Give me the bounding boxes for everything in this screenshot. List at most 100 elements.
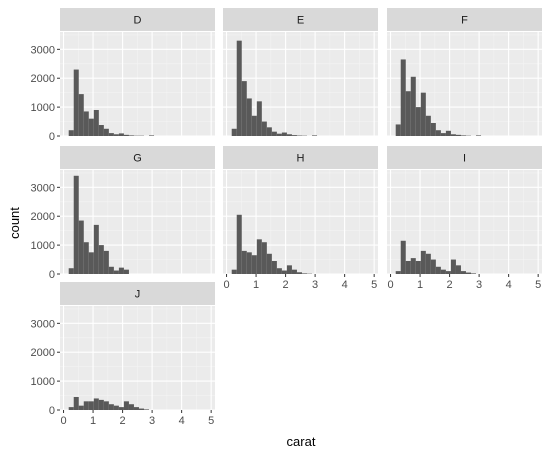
facet-panel-f: F bbox=[387, 8, 542, 137]
x-tick-label: 1 bbox=[90, 415, 96, 427]
x-tick-label: 0 bbox=[60, 415, 66, 427]
histogram-bar bbox=[476, 135, 482, 136]
histogram-bar bbox=[118, 267, 124, 274]
facet-strip-label: E bbox=[297, 15, 304, 27]
y-tick-label: 1000 bbox=[31, 376, 55, 388]
histogram-bar bbox=[83, 111, 89, 136]
x-tick-label: 0 bbox=[223, 279, 229, 291]
histogram-bar bbox=[455, 265, 461, 274]
facet-strip bbox=[60, 8, 215, 31]
histogram-bar bbox=[410, 76, 416, 136]
histogram-bar bbox=[286, 134, 292, 136]
histogram-bar bbox=[123, 269, 129, 274]
histogram-bar bbox=[103, 401, 109, 410]
histogram-bar bbox=[291, 269, 297, 274]
histogram-bar bbox=[78, 94, 84, 136]
histogram-bar bbox=[312, 135, 318, 136]
facet-strip bbox=[223, 146, 378, 169]
histogram-bar bbox=[266, 127, 272, 136]
histogram-bar bbox=[435, 266, 441, 274]
histogram-bar bbox=[286, 265, 292, 274]
histogram-bar bbox=[405, 261, 411, 274]
histogram-bar bbox=[98, 245, 104, 274]
histogram-bar bbox=[435, 130, 441, 136]
x-tick-label: 3 bbox=[149, 415, 155, 427]
x-tick-label: 4 bbox=[179, 415, 185, 427]
x-tick-label: 3 bbox=[312, 279, 318, 291]
histogram-bar bbox=[113, 270, 119, 274]
histogram-bar bbox=[410, 258, 416, 274]
x-axis-title: carat bbox=[287, 434, 316, 449]
y-tick-label: 0 bbox=[49, 131, 55, 143]
x-tick-label: 4 bbox=[342, 279, 348, 291]
histogram-bar bbox=[231, 269, 237, 274]
histogram-bar bbox=[123, 134, 129, 136]
facet-panel-e: E bbox=[223, 8, 378, 137]
x-tick-label: 2 bbox=[283, 279, 289, 291]
histogram-bar bbox=[291, 135, 297, 136]
histogram-bar bbox=[123, 401, 129, 410]
histogram-bar bbox=[98, 125, 104, 136]
histogram-bar bbox=[103, 250, 109, 274]
histogram-bar bbox=[470, 273, 477, 274]
histogram-bar bbox=[88, 252, 94, 274]
histogram-bar bbox=[405, 91, 411, 136]
histogram-bar bbox=[281, 132, 287, 136]
facet-panel-g: G 0 1000 2000 3000 bbox=[31, 146, 215, 281]
histogram-bar bbox=[118, 407, 124, 410]
facet-strip-label: G bbox=[133, 153, 142, 165]
histogram-bar bbox=[73, 175, 79, 274]
histogram-bar bbox=[460, 271, 466, 274]
histogram-bar bbox=[301, 273, 307, 274]
histogram-bar bbox=[400, 240, 406, 274]
histogram-bar bbox=[138, 408, 144, 410]
histogram-bar bbox=[73, 69, 79, 136]
facet-strip bbox=[387, 146, 542, 169]
histogram-bar bbox=[83, 242, 89, 274]
facet-strip bbox=[60, 146, 215, 169]
x-tick-label: 4 bbox=[506, 279, 512, 291]
y-tick-label: 2000 bbox=[31, 211, 55, 223]
histogram-bar bbox=[98, 399, 104, 410]
facets-layer: D 0 1000 2000 3000 E F G 0 1000 2000 3000 H 0 1 2 3 4 5 I 0 1… bbox=[31, 8, 542, 427]
x-tick-label: 2 bbox=[447, 279, 453, 291]
histogram-bar bbox=[128, 404, 134, 410]
histogram-bar bbox=[236, 214, 242, 274]
histogram-bar bbox=[261, 242, 267, 274]
histogram-bar bbox=[450, 259, 456, 274]
histogram-bar bbox=[241, 81, 247, 136]
histogram-bar bbox=[420, 92, 426, 136]
histogram-bar bbox=[241, 250, 247, 274]
histogram-bar bbox=[78, 405, 84, 410]
histogram-bar bbox=[93, 398, 99, 410]
facet-panel-d: D 0 1000 2000 3000 bbox=[31, 8, 215, 143]
facet-strip-label: H bbox=[297, 153, 305, 165]
facet-strip bbox=[387, 8, 542, 31]
histogram-bar bbox=[108, 133, 114, 136]
histogram-bar bbox=[256, 239, 262, 274]
histogram-bar bbox=[113, 405, 119, 410]
histogram-bar bbox=[68, 407, 74, 410]
histogram-bar bbox=[440, 269, 446, 274]
histogram-bar bbox=[73, 397, 79, 410]
facet-strip-label: I bbox=[463, 153, 466, 165]
histogram-bar bbox=[296, 272, 302, 274]
histogram-bar bbox=[395, 271, 401, 274]
facet-strip bbox=[223, 8, 378, 31]
y-axis-title: count bbox=[7, 207, 22, 239]
histogram-bar bbox=[108, 404, 114, 410]
histogram-bar bbox=[246, 98, 252, 136]
y-tick-label: 1000 bbox=[31, 240, 55, 252]
histogram-bar bbox=[88, 118, 94, 136]
y-tick-label: 3000 bbox=[31, 44, 55, 56]
histogram-bar bbox=[440, 133, 446, 136]
histogram-bar bbox=[276, 268, 282, 274]
histogram-bar bbox=[415, 107, 421, 136]
histogram-bar bbox=[113, 134, 119, 136]
y-tick-label: 1000 bbox=[31, 102, 55, 114]
histogram-bar bbox=[266, 253, 272, 274]
facet-panel-h: H 0 1 2 3 4 5 bbox=[223, 146, 378, 291]
histogram-bar bbox=[83, 401, 89, 410]
facet-strip-label: F bbox=[461, 15, 468, 27]
